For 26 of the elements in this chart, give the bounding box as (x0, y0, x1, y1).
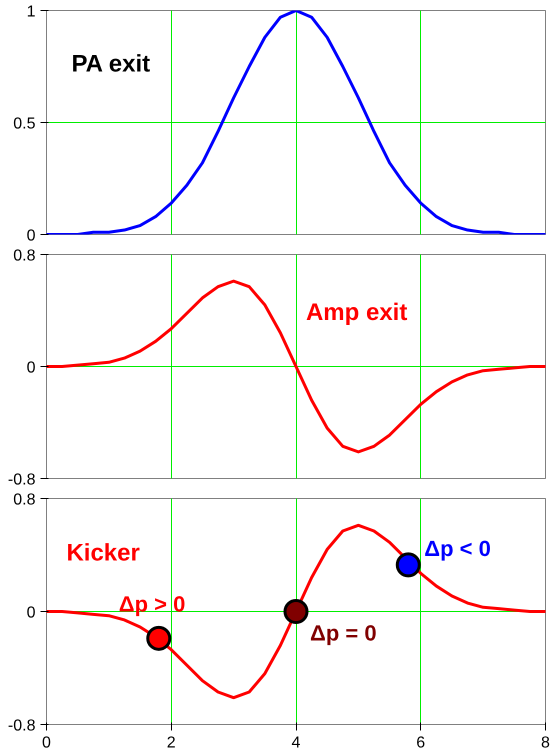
y-tick-label: 1 (26, 4, 36, 20)
y-tick-label: 0 (26, 228, 36, 244)
point (284, 599, 308, 624)
annotation: Δp = 0 (310, 620, 377, 646)
annotation: PA exit (71, 50, 150, 78)
line-series (46, 280, 546, 454)
line-series (46, 524, 546, 700)
x-tick-label: 6 (416, 734, 426, 752)
annotation: Δp < 0 (424, 536, 491, 561)
line-series (46, 10, 546, 234)
y-tick-label: -0.8 (8, 472, 36, 488)
y-tick-label: -0.8 (8, 718, 36, 734)
annotation: Δp > 0 (118, 591, 186, 616)
x-tick-label: 4 (292, 734, 301, 752)
annotation: Kicker (66, 539, 140, 566)
y-tick-label: 0.8 (13, 492, 36, 508)
x-tick-label: 8 (541, 734, 550, 752)
y-tick-label: 0 (26, 604, 36, 622)
y-tick-label: 0.5 (13, 116, 36, 132)
x-tick-label: 2 (166, 734, 176, 752)
y-tick-label: 0 (26, 360, 36, 376)
point (396, 552, 421, 578)
x-tick-label: 0 (42, 734, 52, 752)
y-tick-label: 0.8 (13, 248, 36, 264)
point (146, 626, 172, 651)
annotation: Amp exit (306, 299, 408, 326)
